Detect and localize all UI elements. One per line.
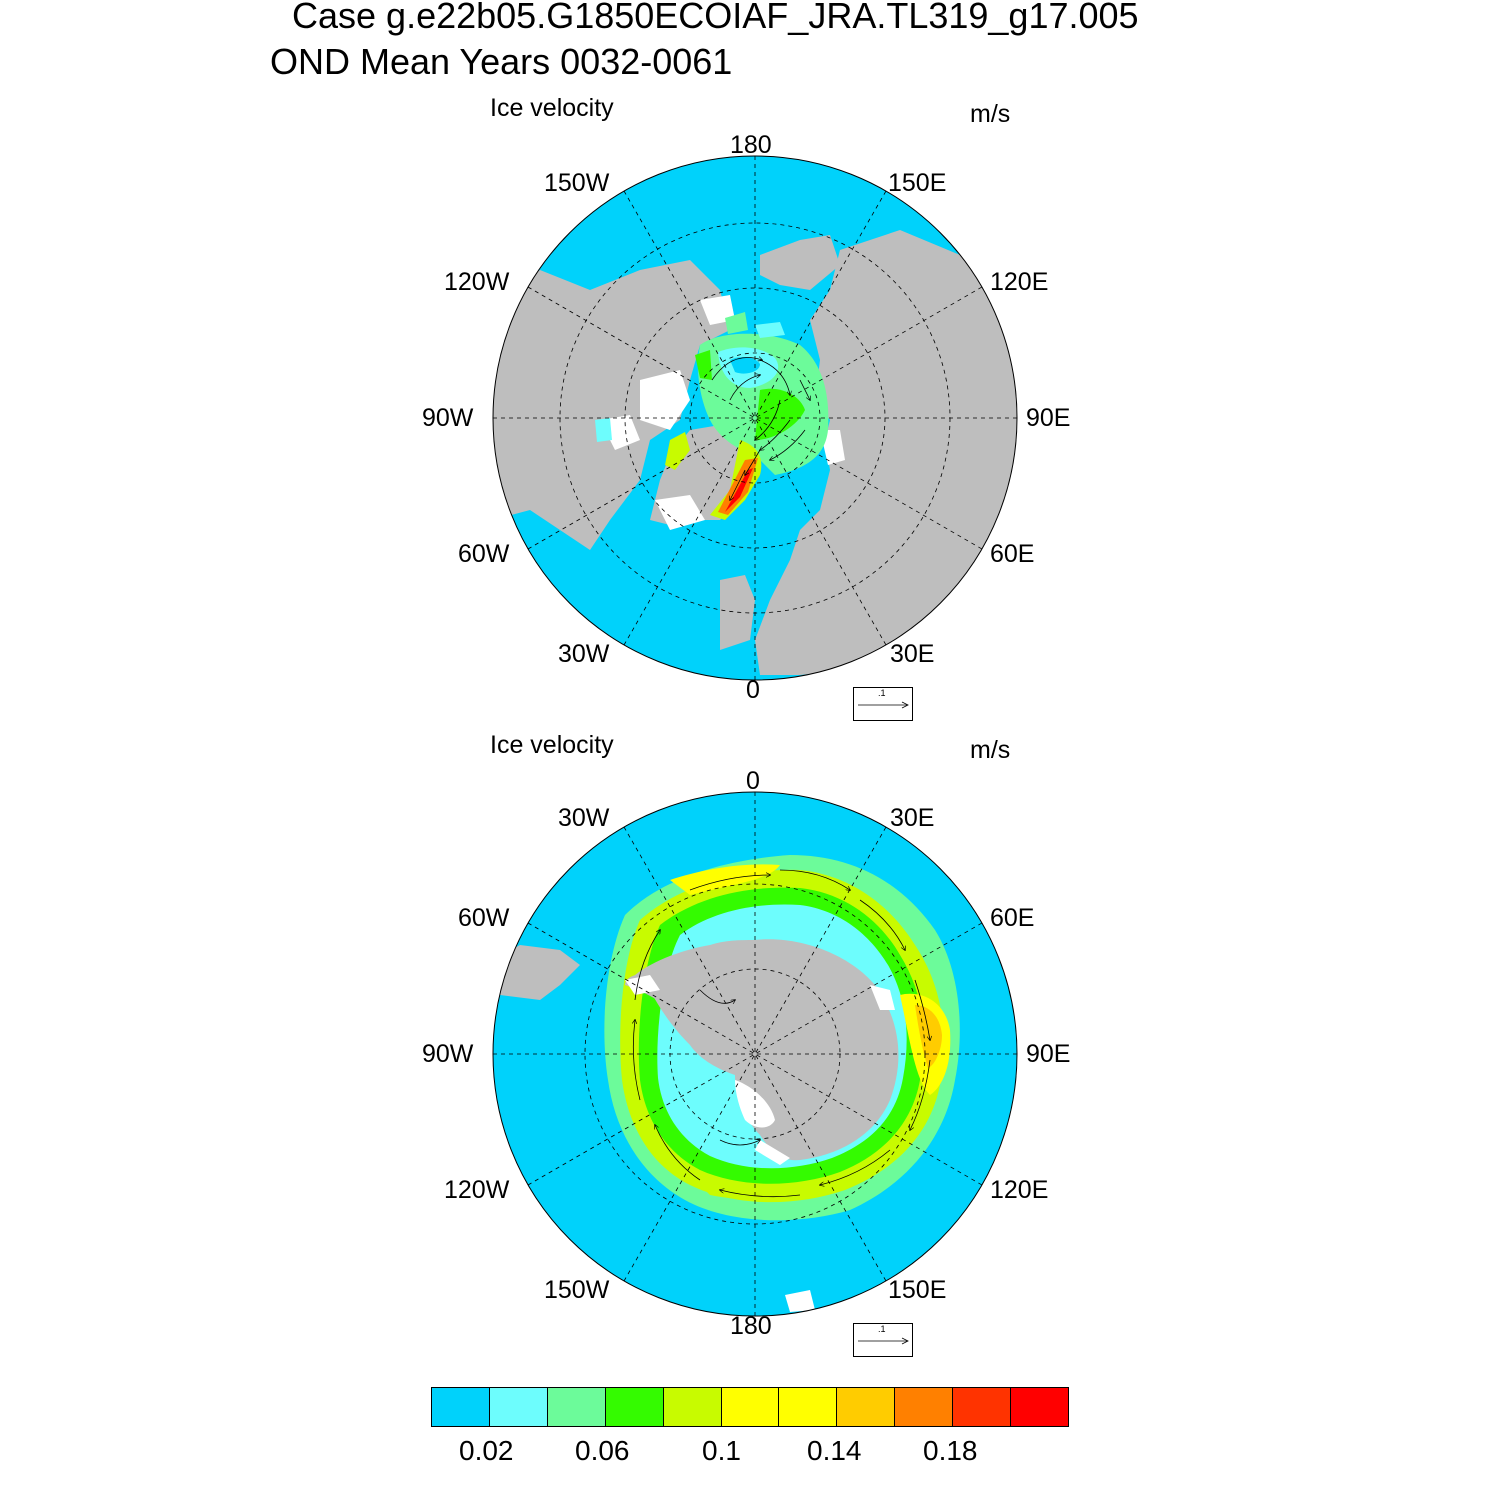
south-lon-label: 30E [890, 804, 935, 832]
south-panel-units: m/s [970, 736, 1011, 764]
colorbar-label: 0.1 [702, 1435, 741, 1466]
colorbar-swatch [547, 1388, 606, 1426]
north-lon-label: 30W [558, 640, 610, 668]
south-reference-vector: .1 [853, 1323, 913, 1357]
north-reference-vector: .1 [853, 687, 913, 721]
colorbar-swatch [779, 1388, 838, 1426]
south-lon-label: 120W [444, 1176, 510, 1204]
south-polar-map [492, 791, 1018, 1317]
colorbar-swatch [432, 1388, 490, 1426]
colorbar-swatch [895, 1388, 954, 1426]
south-lon-label: 90E [1026, 1040, 1071, 1068]
south-map-border [492, 791, 1018, 1317]
south-reference-vector-value: .1 [878, 1324, 886, 1334]
main-title-line2: OND Mean Years 0032-0061 [270, 41, 733, 82]
north-panel-units: m/s [970, 100, 1011, 128]
south-land-and-ice [493, 855, 960, 1312]
south-lon-label: 180 [730, 1312, 772, 1340]
south-lon-label: 0 [746, 767, 760, 795]
north-lon-label: 90W [422, 404, 474, 432]
colorbar-label: 0.06 [575, 1435, 630, 1466]
south-lon-label: 150W [544, 1276, 610, 1304]
colorbar-label: 0.14 [807, 1435, 862, 1466]
south-lon-label: 120E [990, 1176, 1049, 1204]
north-lon-label: 60E [990, 540, 1035, 568]
south-ice-vectors [633, 869, 930, 1198]
north-lon-label: 120W [444, 268, 510, 296]
colorbar-label: 0.18 [923, 1435, 978, 1466]
colorbar-label: 0.02 [459, 1435, 514, 1466]
north-lon-label: 0 [746, 676, 760, 704]
south-lon-label: 150E [888, 1276, 947, 1304]
north-lon-label: 30E [890, 640, 935, 668]
north-lon-label: 150E [888, 169, 947, 197]
colorbar-swatch [1011, 1388, 1068, 1426]
south-panel-title: Ice velocity [490, 731, 614, 759]
south-lon-label: 60E [990, 904, 1035, 932]
south-lon-label: 90W [422, 1040, 474, 1068]
north-lon-label: 180 [730, 131, 772, 159]
north-graticule [493, 156, 1017, 680]
colorbar-swatch [721, 1388, 780, 1426]
north-map-border [492, 155, 1018, 681]
north-lon-label: 120E [990, 268, 1049, 296]
colorbar-swatch [489, 1388, 548, 1426]
main-title-line1: Case g.e22b05.G1850ECOIAF_JRA.TL319_g17.… [292, 0, 1139, 36]
south-graticule [493, 792, 1017, 1316]
south-lon-label: 60W [458, 904, 510, 932]
colorbar [431, 1387, 1069, 1427]
north-panel-title: Ice velocity [490, 94, 614, 122]
north-reference-vector-value: .1 [878, 688, 886, 698]
south-lon-label: 30W [558, 804, 610, 832]
colorbar-swatch [605, 1388, 664, 1426]
colorbar-swatch [837, 1388, 896, 1426]
north-polar-map [492, 155, 1018, 681]
colorbar-swatch [953, 1388, 1012, 1426]
north-lon-label: 90E [1026, 404, 1071, 432]
north-lon-label: 150W [544, 169, 610, 197]
north-lon-label: 60W [458, 540, 510, 568]
colorbar-swatch [663, 1388, 722, 1426]
